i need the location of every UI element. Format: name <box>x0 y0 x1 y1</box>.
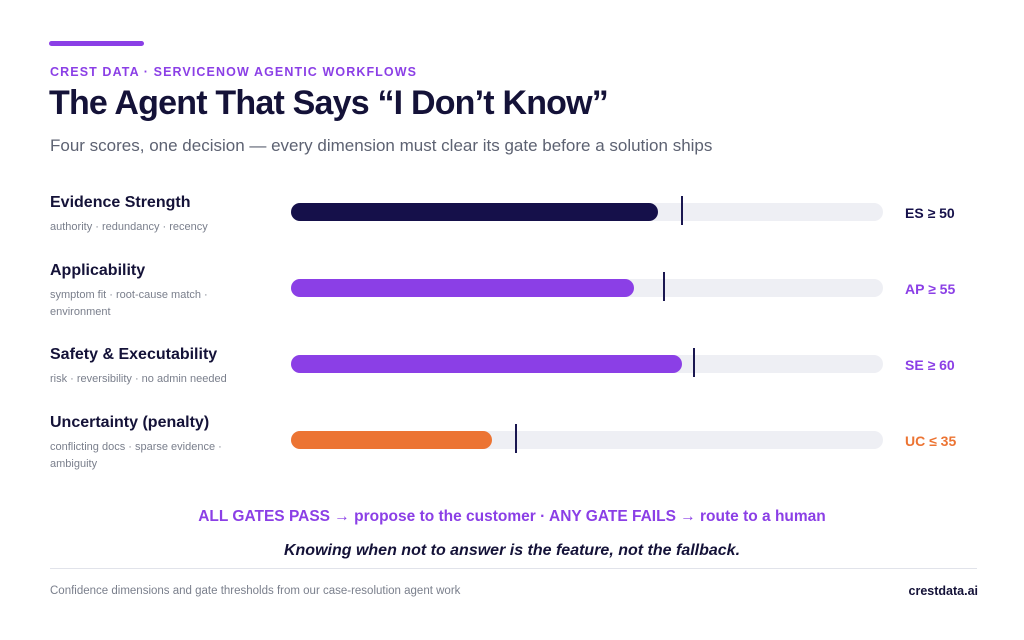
page-title: The Agent That Says “I Don’t Know” <box>49 84 609 122</box>
tagline: Knowing when not to answer is the featur… <box>283 542 741 559</box>
gate-label-applicability: AP ≥ 55 <box>905 281 956 297</box>
footer-brand: crestdata.ai <box>908 584 978 598</box>
gate-marker-applicability <box>662 272 665 301</box>
dimension-desc-applicability: symptom fit · root-cause match · environ… <box>50 289 208 318</box>
gate-marker-evidence-strength <box>680 196 683 225</box>
decision-rule: ALL GATES PASS → propose to the customer… <box>198 508 826 525</box>
score-bar-applicability <box>291 279 635 297</box>
eyebrow-label: CREST DATA · SERVICENOW AGENTIC WORKFLOW… <box>50 65 418 79</box>
score-bar-evidence-strength <box>291 203 659 221</box>
gate-label-evidence-strength: ES ≥ 50 <box>905 205 955 221</box>
gate-marker-safety-executability <box>692 348 695 377</box>
score-track-applicability <box>291 272 883 301</box>
dimension-desc-uncertainty: conflicting docs · sparse evidence · amb… <box>50 441 222 470</box>
footer-divider <box>50 568 977 569</box>
score-track-safety-executability <box>291 348 883 377</box>
footer-note: Confidence dimensions and gate threshold… <box>50 585 461 597</box>
page-subtitle: Four scores, one decision — every dimens… <box>50 136 713 155</box>
gate-label-safety-executability: SE ≥ 60 <box>905 357 955 373</box>
dimension-name-applicability: Applicability <box>50 262 146 279</box>
dimension-desc-safety-executability: risk · reversibility · no admin needed <box>50 373 227 385</box>
score-bar-safety-executability <box>291 355 682 373</box>
score-track-evidence-strength <box>291 196 883 225</box>
score-track-uncertainty <box>291 424 883 453</box>
dimension-desc-evidence-strength: authority · redundancy · recency <box>50 221 208 233</box>
dimension-name-uncertainty: Uncertainty (penalty) <box>50 414 210 431</box>
score-bar-uncertainty <box>291 431 493 449</box>
dimension-name-evidence-strength: Evidence Strength <box>50 194 191 211</box>
accent-line <box>49 41 144 46</box>
gate-label-uncertainty: UC ≤ 35 <box>905 433 957 449</box>
gate-marker-uncertainty <box>514 424 517 453</box>
dimension-name-safety-executability: Safety & Executability <box>50 346 218 363</box>
